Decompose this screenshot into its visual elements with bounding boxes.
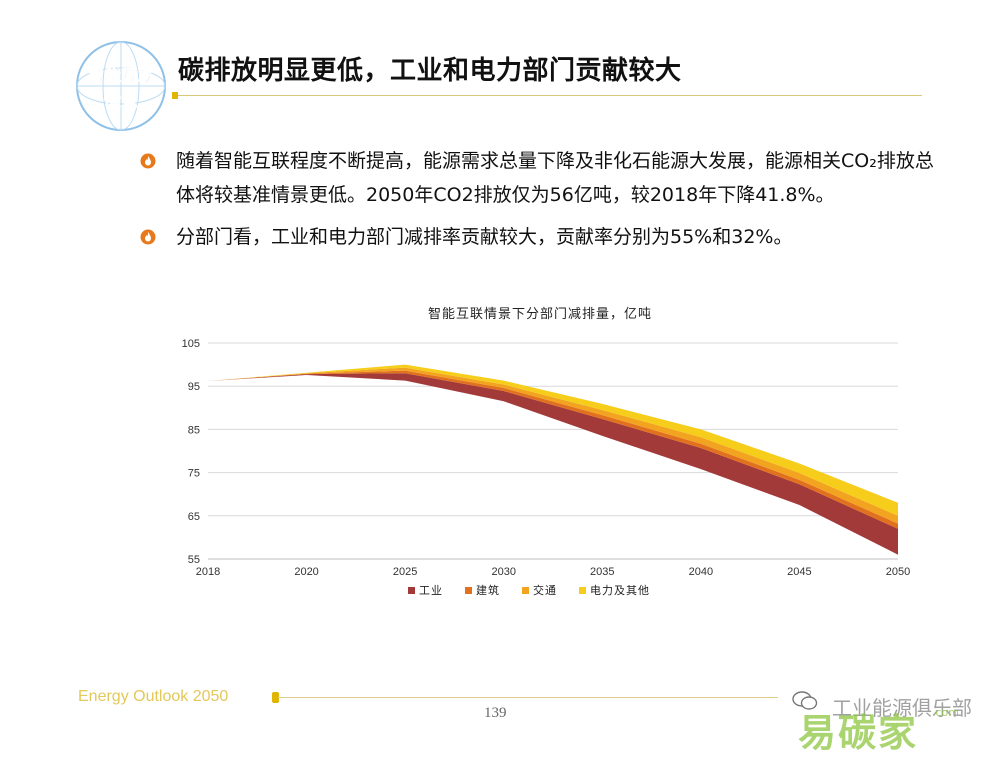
legend-label: 电力及其他	[590, 584, 650, 597]
footer-divider	[278, 697, 778, 698]
area-series-建筑	[208, 370, 898, 529]
flame-bullet-icon	[140, 153, 156, 169]
footer-accent-mark	[272, 692, 279, 703]
legend-label: 建筑	[476, 583, 500, 597]
watermark: 工业能源俱乐部 易碳家 .com	[792, 678, 992, 755]
area-series-电力及其他	[208, 364, 898, 516]
x-tick-label: 2025	[393, 566, 417, 578]
legend-label: 交通	[533, 583, 557, 597]
y-tick-label: 75	[188, 468, 200, 480]
x-tick-label: 2035	[590, 566, 614, 578]
title-accent-mark	[172, 92, 178, 99]
chart-title: 智能互联情景下分部门减排量，亿吨	[427, 307, 652, 322]
legend-label: 工业	[419, 584, 443, 597]
watermark-brand: 易碳家	[798, 711, 919, 755]
x-tick-label: 2030	[491, 566, 515, 578]
emission-reduction-chart: 智能互联情景下分部门减排量，亿吨 105 95 85 75 65 55 2018 2020 20…	[160, 295, 920, 615]
y-tick-label: 65	[188, 511, 200, 523]
y-tick-label: 55	[188, 554, 200, 566]
watermark-url: .com	[932, 706, 959, 719]
page-title: 碳排放明显更低，工业和电力部门贡献较大	[178, 56, 682, 86]
x-tick-label: 2018	[196, 566, 220, 578]
footer-brand: Energy Outlook 2050	[78, 688, 229, 705]
bullet-item: 随着智能互联程度不断提高，能源需求总量下降及非化石能源大发展，能源相关CO₂排放…	[140, 144, 952, 212]
y-tick-label: 85	[188, 424, 200, 436]
wechat-icon	[792, 691, 818, 710]
page-number: 139	[484, 705, 507, 721]
watermark-text: 工业能源俱乐部	[832, 696, 972, 720]
title-underline	[172, 95, 922, 96]
bullet-text: 分部门看，工业和电力部门减排率贡献较大，贡献率分别为55%和32%。	[176, 226, 793, 248]
legend-swatch	[465, 587, 472, 594]
x-tick-label: 2050	[886, 566, 910, 578]
x-tick-label: 2045	[787, 566, 811, 578]
x-tick-label: 2040	[689, 566, 713, 578]
scenario-logo: 智能互联 情景	[76, 41, 166, 131]
logo-line2: 情景	[104, 90, 138, 111]
legend-swatch	[579, 587, 586, 594]
area-series-交通	[208, 367, 898, 524]
logo-line1: 智能互联	[87, 66, 155, 87]
bullet-item: 分部门看，工业和电力部门减排率贡献较大，贡献率分别为55%和32%。	[140, 220, 952, 254]
bullet-text: 随着智能互联程度不断提高，能源需求总量下降及非化石能源大发展，能源相关CO₂排放…	[176, 150, 934, 206]
area-series-工业	[208, 373, 898, 555]
y-tick-label: 95	[188, 381, 200, 393]
x-tick-label: 2020	[294, 566, 318, 578]
legend-swatch	[522, 587, 529, 594]
flame-bullet-icon	[140, 229, 156, 245]
y-tick-label: 105	[182, 338, 200, 350]
legend-swatch	[408, 587, 415, 594]
